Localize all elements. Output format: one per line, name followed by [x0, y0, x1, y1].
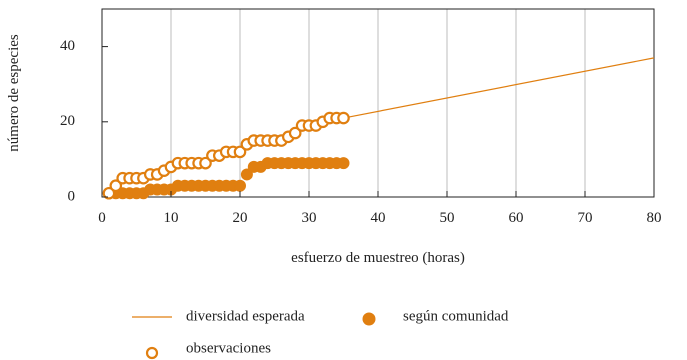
x-tick-label: 0	[98, 210, 106, 226]
observation-point	[199, 156, 212, 170]
legend-label-expected: diversidad esperada	[186, 308, 305, 324]
series-expected-diversity	[343, 57, 655, 119]
y-axis-ticks: 0 20 40	[60, 38, 108, 204]
community-point	[337, 157, 350, 170]
expected-diversity-line	[343, 57, 655, 119]
x-tick-label: 10	[164, 210, 179, 226]
legend-label-community: según comunidad	[403, 308, 509, 324]
legend-open-marker	[145, 346, 159, 360]
y-tick-label: 0	[68, 188, 76, 204]
observation-point	[233, 145, 247, 159]
y-tick-label: 20	[60, 113, 75, 129]
x-axis-ticks: 0 10 20 30 40 50 60 70 80	[98, 191, 662, 226]
x-tick-label: 50	[440, 210, 455, 226]
observation-point	[337, 111, 350, 125]
x-tick-label: 30	[302, 210, 317, 226]
y-axis-title: número de especies	[6, 34, 22, 152]
observation-point	[102, 186, 116, 200]
community-point	[234, 179, 247, 192]
x-tick-label: 80	[647, 210, 662, 226]
x-tick-label: 40	[371, 210, 386, 226]
observation-point	[288, 126, 302, 140]
x-axis-title: esfuerzo de muestreo (horas)	[291, 250, 465, 266]
community-point	[240, 168, 253, 181]
x-tick-label: 60	[509, 210, 524, 226]
legend-label-observations: observaciones	[186, 340, 271, 356]
series-observations	[102, 111, 350, 200]
y-tick-label: 40	[60, 38, 75, 54]
x-tick-label: 20	[233, 210, 248, 226]
x-tick-label: 70	[578, 210, 593, 226]
observation-point	[109, 179, 123, 193]
legend-filled-marker	[362, 312, 376, 326]
legend: diversidad esperada según comunidad obse…	[132, 308, 509, 360]
